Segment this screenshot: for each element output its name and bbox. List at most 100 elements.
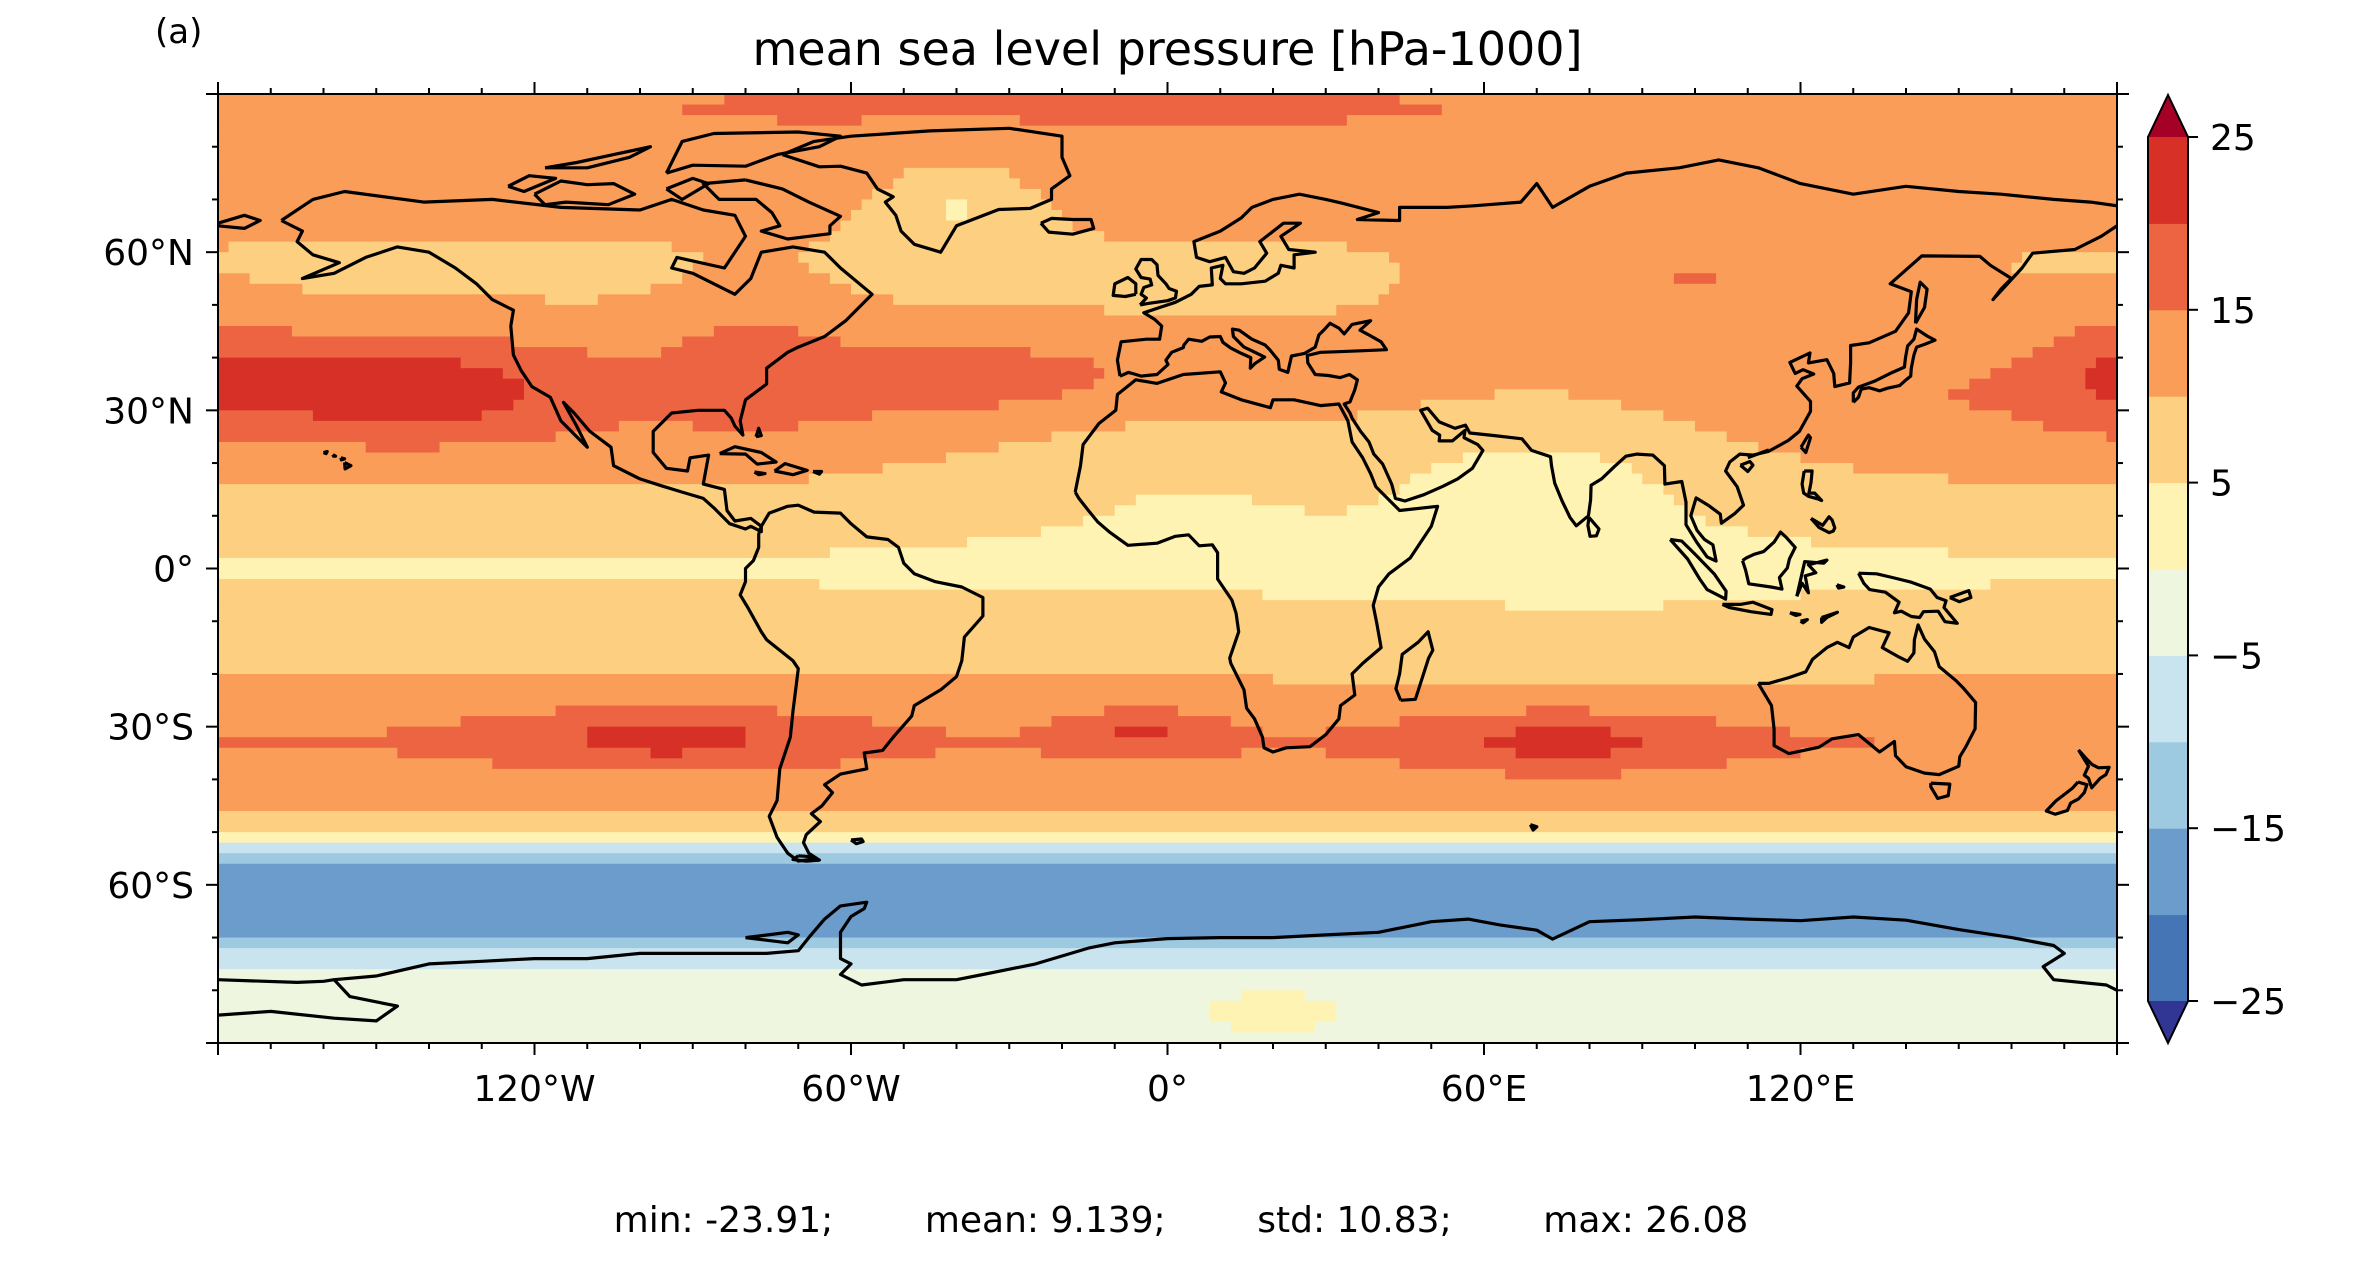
coastline [781,126,1072,254]
field-cell [1990,368,2087,380]
colorbar: 25 15 5 −5 −15 −25 [2147,92,2286,1046]
field-cell [1800,452,2117,464]
colorbar-under-arrow [2148,1001,2188,1043]
field-cell [218,241,230,253]
colorbar-segment [2148,914,2188,1002]
field-cell [218,452,947,464]
x-tick-label: 120°E [1746,1069,1855,1110]
field-cell [218,420,620,433]
field-cell [1104,705,1179,717]
coastline [1809,515,1837,535]
coastline [2044,780,2089,816]
field-cell [1621,399,1971,412]
field-cell [218,431,557,443]
field-cell [218,273,251,285]
stat-min: min: -23.91; [613,1200,834,1241]
field-cell [218,853,2117,865]
colorbar-tick-label: −25 [2210,982,2286,1023]
field-cell [1241,990,1306,1002]
stat-std: std: 10.83; [1257,1200,1452,1241]
coastline [218,900,2117,1023]
field-cell [1610,726,1791,739]
colorbar-tick-label: 25 [2210,118,2256,159]
stats-line: min: -23.91; mean: 9.139; std: 10.83; ma… [0,1200,2362,1241]
colorbar-segment [2148,309,2188,397]
coastline [701,178,843,241]
field-cell [218,389,525,401]
field-cell [713,325,800,338]
field-cell [829,231,1105,243]
field-cell [2085,368,2117,380]
field-cell [1019,726,1116,739]
field-cell [460,357,1095,369]
coastline [218,213,262,230]
field-cell [218,220,842,232]
field-cell [1262,726,1327,739]
field-cell [1726,758,2117,770]
field-cell [218,948,2117,960]
axis-ticks: 120°W 60°W 0° 60°E 120°E 60°N 30°N 0° 30°S 60°S [103,82,2129,1110]
field-cell [365,441,441,454]
field-cell [218,441,367,454]
field-cell [682,747,937,760]
field-cell [1040,526,1749,538]
coastline [1586,516,1601,538]
field-cell [1051,199,2117,211]
field-cell [1304,505,1348,517]
field-cell [1399,484,1665,496]
field-cell [218,115,778,127]
field-cell [1663,600,2117,612]
field-cell [218,811,2117,823]
field-cell [218,188,873,201]
field-cell [513,399,1000,412]
field-cell [945,209,968,222]
coastline [1795,558,1829,598]
coastline [280,189,874,534]
coastline [1949,588,1973,604]
coastline [1799,617,1810,625]
field-cell [1346,115,2117,127]
field-cell [998,399,1422,412]
field-cell [1325,747,1517,760]
coastline [812,469,824,476]
coastline [331,453,338,458]
field-cell [502,368,1106,380]
coastline [1929,781,1952,801]
coastline [533,179,637,207]
field-cell [1600,452,1802,464]
field-cell [218,695,2117,707]
field-cell [840,758,1401,770]
field-cell [1420,399,1622,412]
field-cell [523,378,1095,391]
coastline [665,176,711,201]
field-cell [882,463,1433,475]
field-cell [218,378,525,391]
field-cell [1304,990,2117,1002]
field-cell [218,526,1042,538]
field-cell [945,726,1021,739]
field-cell [1336,1011,2117,1023]
coastline [1913,280,1929,325]
colorbar-segment [2148,828,2188,916]
field-cell [218,663,2117,675]
field-cell [1357,410,1665,422]
field-cell [218,716,462,728]
y-tick-label: 0° [153,550,194,591]
field-cell [777,705,1105,717]
field-cell [218,652,2117,665]
field-cell [945,452,1464,464]
field-cell [1758,441,2117,454]
field-cell [1726,431,2108,443]
field-cell [650,283,852,296]
field-cell [967,209,1063,222]
coastline [1111,275,1138,299]
field-cell [218,304,1105,317]
field-cell [1051,716,1232,728]
field-cell [218,927,2117,939]
field-cell [819,579,1992,591]
field-cell [1990,579,2117,591]
coastline [754,426,763,439]
coastline [218,978,335,985]
field-cell [218,252,705,264]
